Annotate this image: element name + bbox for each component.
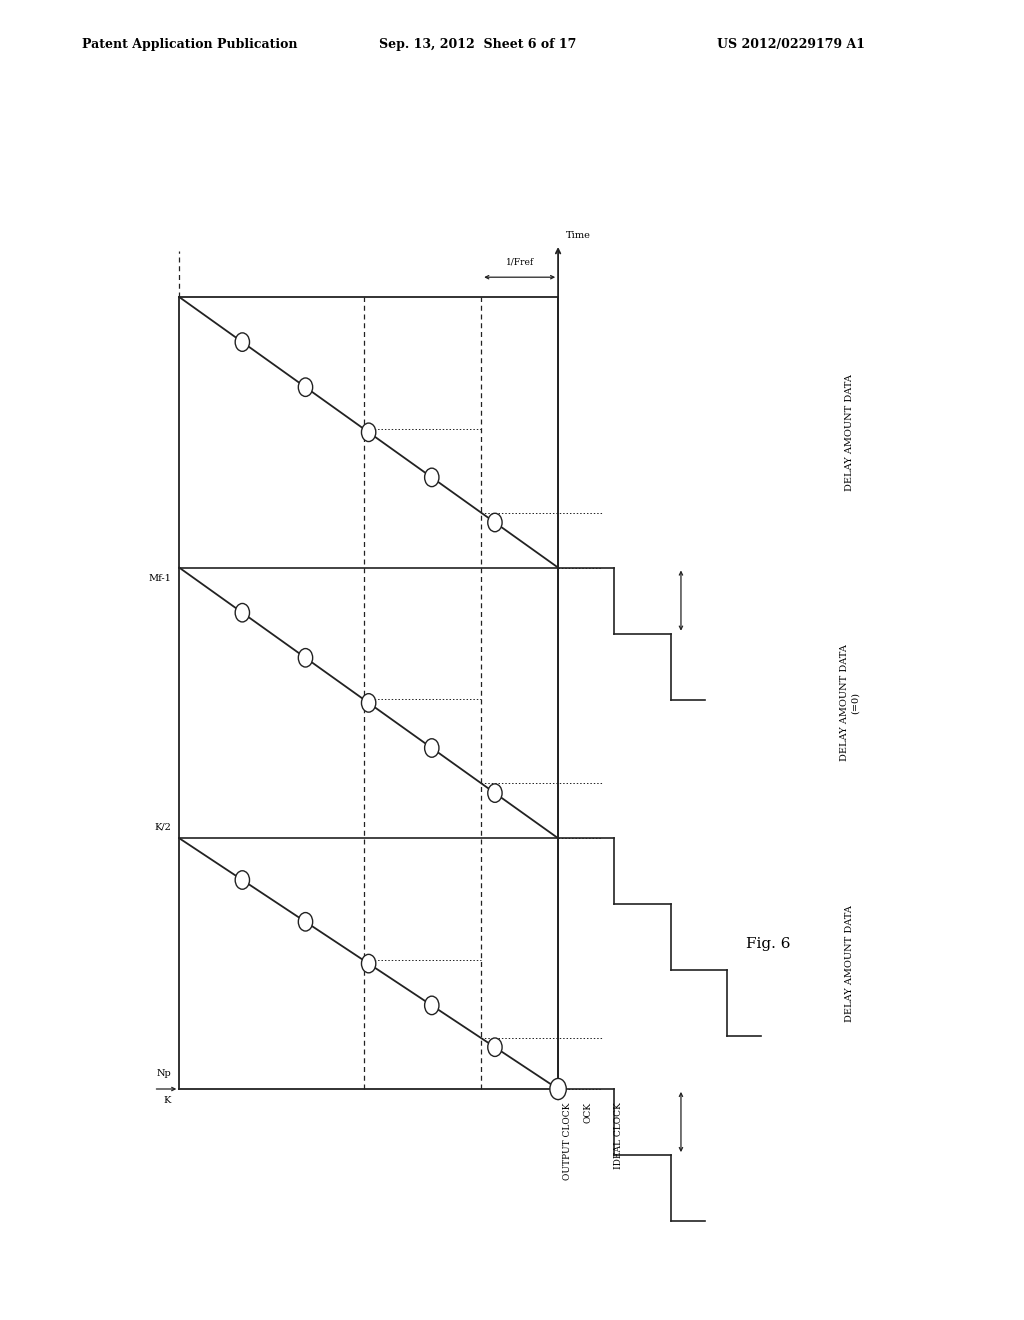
Text: US 2012/0229179 A1: US 2012/0229179 A1 (717, 37, 865, 50)
Circle shape (236, 333, 250, 351)
Circle shape (550, 1078, 566, 1100)
Circle shape (487, 513, 502, 532)
Text: Mf-1: Mf-1 (148, 574, 171, 583)
Text: Sep. 13, 2012  Sheet 6 of 17: Sep. 13, 2012 Sheet 6 of 17 (379, 37, 577, 50)
Circle shape (425, 997, 439, 1015)
Text: DELAY AMOUNT DATA: DELAY AMOUNT DATA (846, 906, 854, 1022)
Text: K: K (164, 1096, 171, 1105)
Circle shape (361, 694, 376, 713)
Circle shape (425, 469, 439, 487)
Text: Time: Time (566, 231, 591, 240)
Circle shape (425, 739, 439, 758)
Text: 1/Fref: 1/Fref (506, 257, 534, 267)
Circle shape (236, 871, 250, 890)
Text: Fig. 6: Fig. 6 (745, 937, 791, 950)
Text: DELAY AMOUNT DATA: DELAY AMOUNT DATA (846, 374, 854, 491)
Text: IDEAL CLOCK: IDEAL CLOCK (614, 1102, 624, 1170)
Text: DELAY AMOUNT DATA
(=0): DELAY AMOUNT DATA (=0) (841, 644, 859, 762)
Circle shape (298, 912, 312, 931)
Circle shape (361, 954, 376, 973)
Circle shape (361, 422, 376, 441)
Text: Np: Np (157, 1069, 171, 1078)
Circle shape (298, 648, 312, 667)
Circle shape (487, 1038, 502, 1056)
Text: OCK: OCK (584, 1102, 593, 1123)
Circle shape (298, 378, 312, 396)
Circle shape (236, 603, 250, 622)
Text: OUTPUT CLOCK: OUTPUT CLOCK (563, 1102, 572, 1180)
Circle shape (487, 784, 502, 803)
Text: Patent Application Publication: Patent Application Publication (82, 37, 297, 50)
Text: K/2: K/2 (155, 822, 171, 832)
